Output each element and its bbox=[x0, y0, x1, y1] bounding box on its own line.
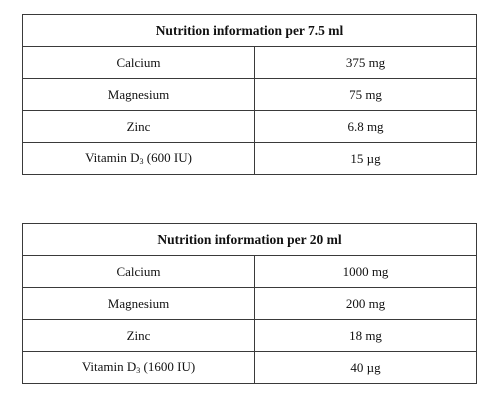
table-row: Magnesium 200 mg bbox=[22, 287, 477, 320]
table-row: Magnesium 75 mg bbox=[22, 78, 477, 111]
nutrient-value: 40 µg bbox=[254, 351, 477, 384]
nutrient-name: Vitamin D3 (600 IU) bbox=[22, 142, 255, 175]
table-title: Nutrition information per 7.5 ml bbox=[22, 14, 477, 47]
table-row: Vitamin D3 (1600 IU) 40 µg bbox=[22, 351, 477, 384]
nutrition-table-20ml: Nutrition information per 20 ml Calcium … bbox=[22, 223, 477, 384]
nutrient-name: Calcium bbox=[22, 255, 255, 288]
table-row: Vitamin D3 (600 IU) 15 µg bbox=[22, 142, 477, 175]
nutrient-value: 200 mg bbox=[254, 287, 477, 320]
nutrient-name-suffix: (600 IU) bbox=[143, 150, 192, 165]
nutrient-name-subscript: 3 bbox=[136, 366, 141, 375]
nutrient-name: Calcium bbox=[22, 46, 255, 79]
nutrient-value: 18 mg bbox=[254, 319, 477, 352]
table-row: Calcium 375 mg bbox=[22, 46, 477, 79]
table-header-row: Nutrition information per 20 ml bbox=[22, 223, 477, 256]
nutrient-name: Magnesium bbox=[22, 78, 255, 111]
nutrient-name-main: Vitamin D bbox=[81, 359, 137, 374]
nutrient-name: Vitamin D3 (1600 IU) bbox=[22, 351, 255, 384]
nutrient-name-main: Vitamin D bbox=[85, 150, 140, 165]
nutrient-value: 6.8 mg bbox=[254, 110, 477, 143]
nutrient-name: Zinc bbox=[22, 319, 255, 352]
nutrient-value: 375 mg bbox=[254, 46, 477, 79]
nutrient-name-subscript: 3 bbox=[139, 157, 144, 166]
table-header-row: Nutrition information per 7.5 ml bbox=[22, 14, 477, 47]
nutrient-value: 15 µg bbox=[254, 142, 477, 175]
nutrition-table-7-5ml: Nutrition information per 7.5 ml Calcium… bbox=[22, 14, 477, 175]
nutrient-name: Zinc bbox=[22, 110, 255, 143]
nutrient-value: 75 mg bbox=[254, 78, 477, 111]
table-row: Zinc 6.8 mg bbox=[22, 110, 477, 143]
nutrient-name: Magnesium bbox=[22, 287, 255, 320]
table-row: Zinc 18 mg bbox=[22, 319, 477, 352]
table-row: Calcium 1000 mg bbox=[22, 255, 477, 288]
table-title: Nutrition information per 20 ml bbox=[22, 223, 477, 256]
nutrient-name-suffix: (1600 IU) bbox=[140, 359, 196, 374]
nutrient-value: 1000 mg bbox=[254, 255, 477, 288]
